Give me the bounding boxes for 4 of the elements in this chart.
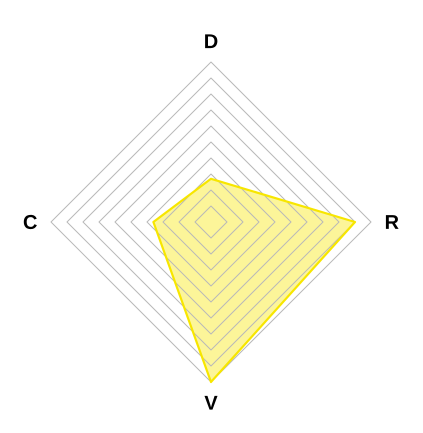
spoke-label: D: [205, 34, 218, 48]
spoke-label: C: [24, 214, 37, 230]
spoke-label: V: [204, 396, 218, 410]
spoke-label: R: [386, 215, 399, 229]
